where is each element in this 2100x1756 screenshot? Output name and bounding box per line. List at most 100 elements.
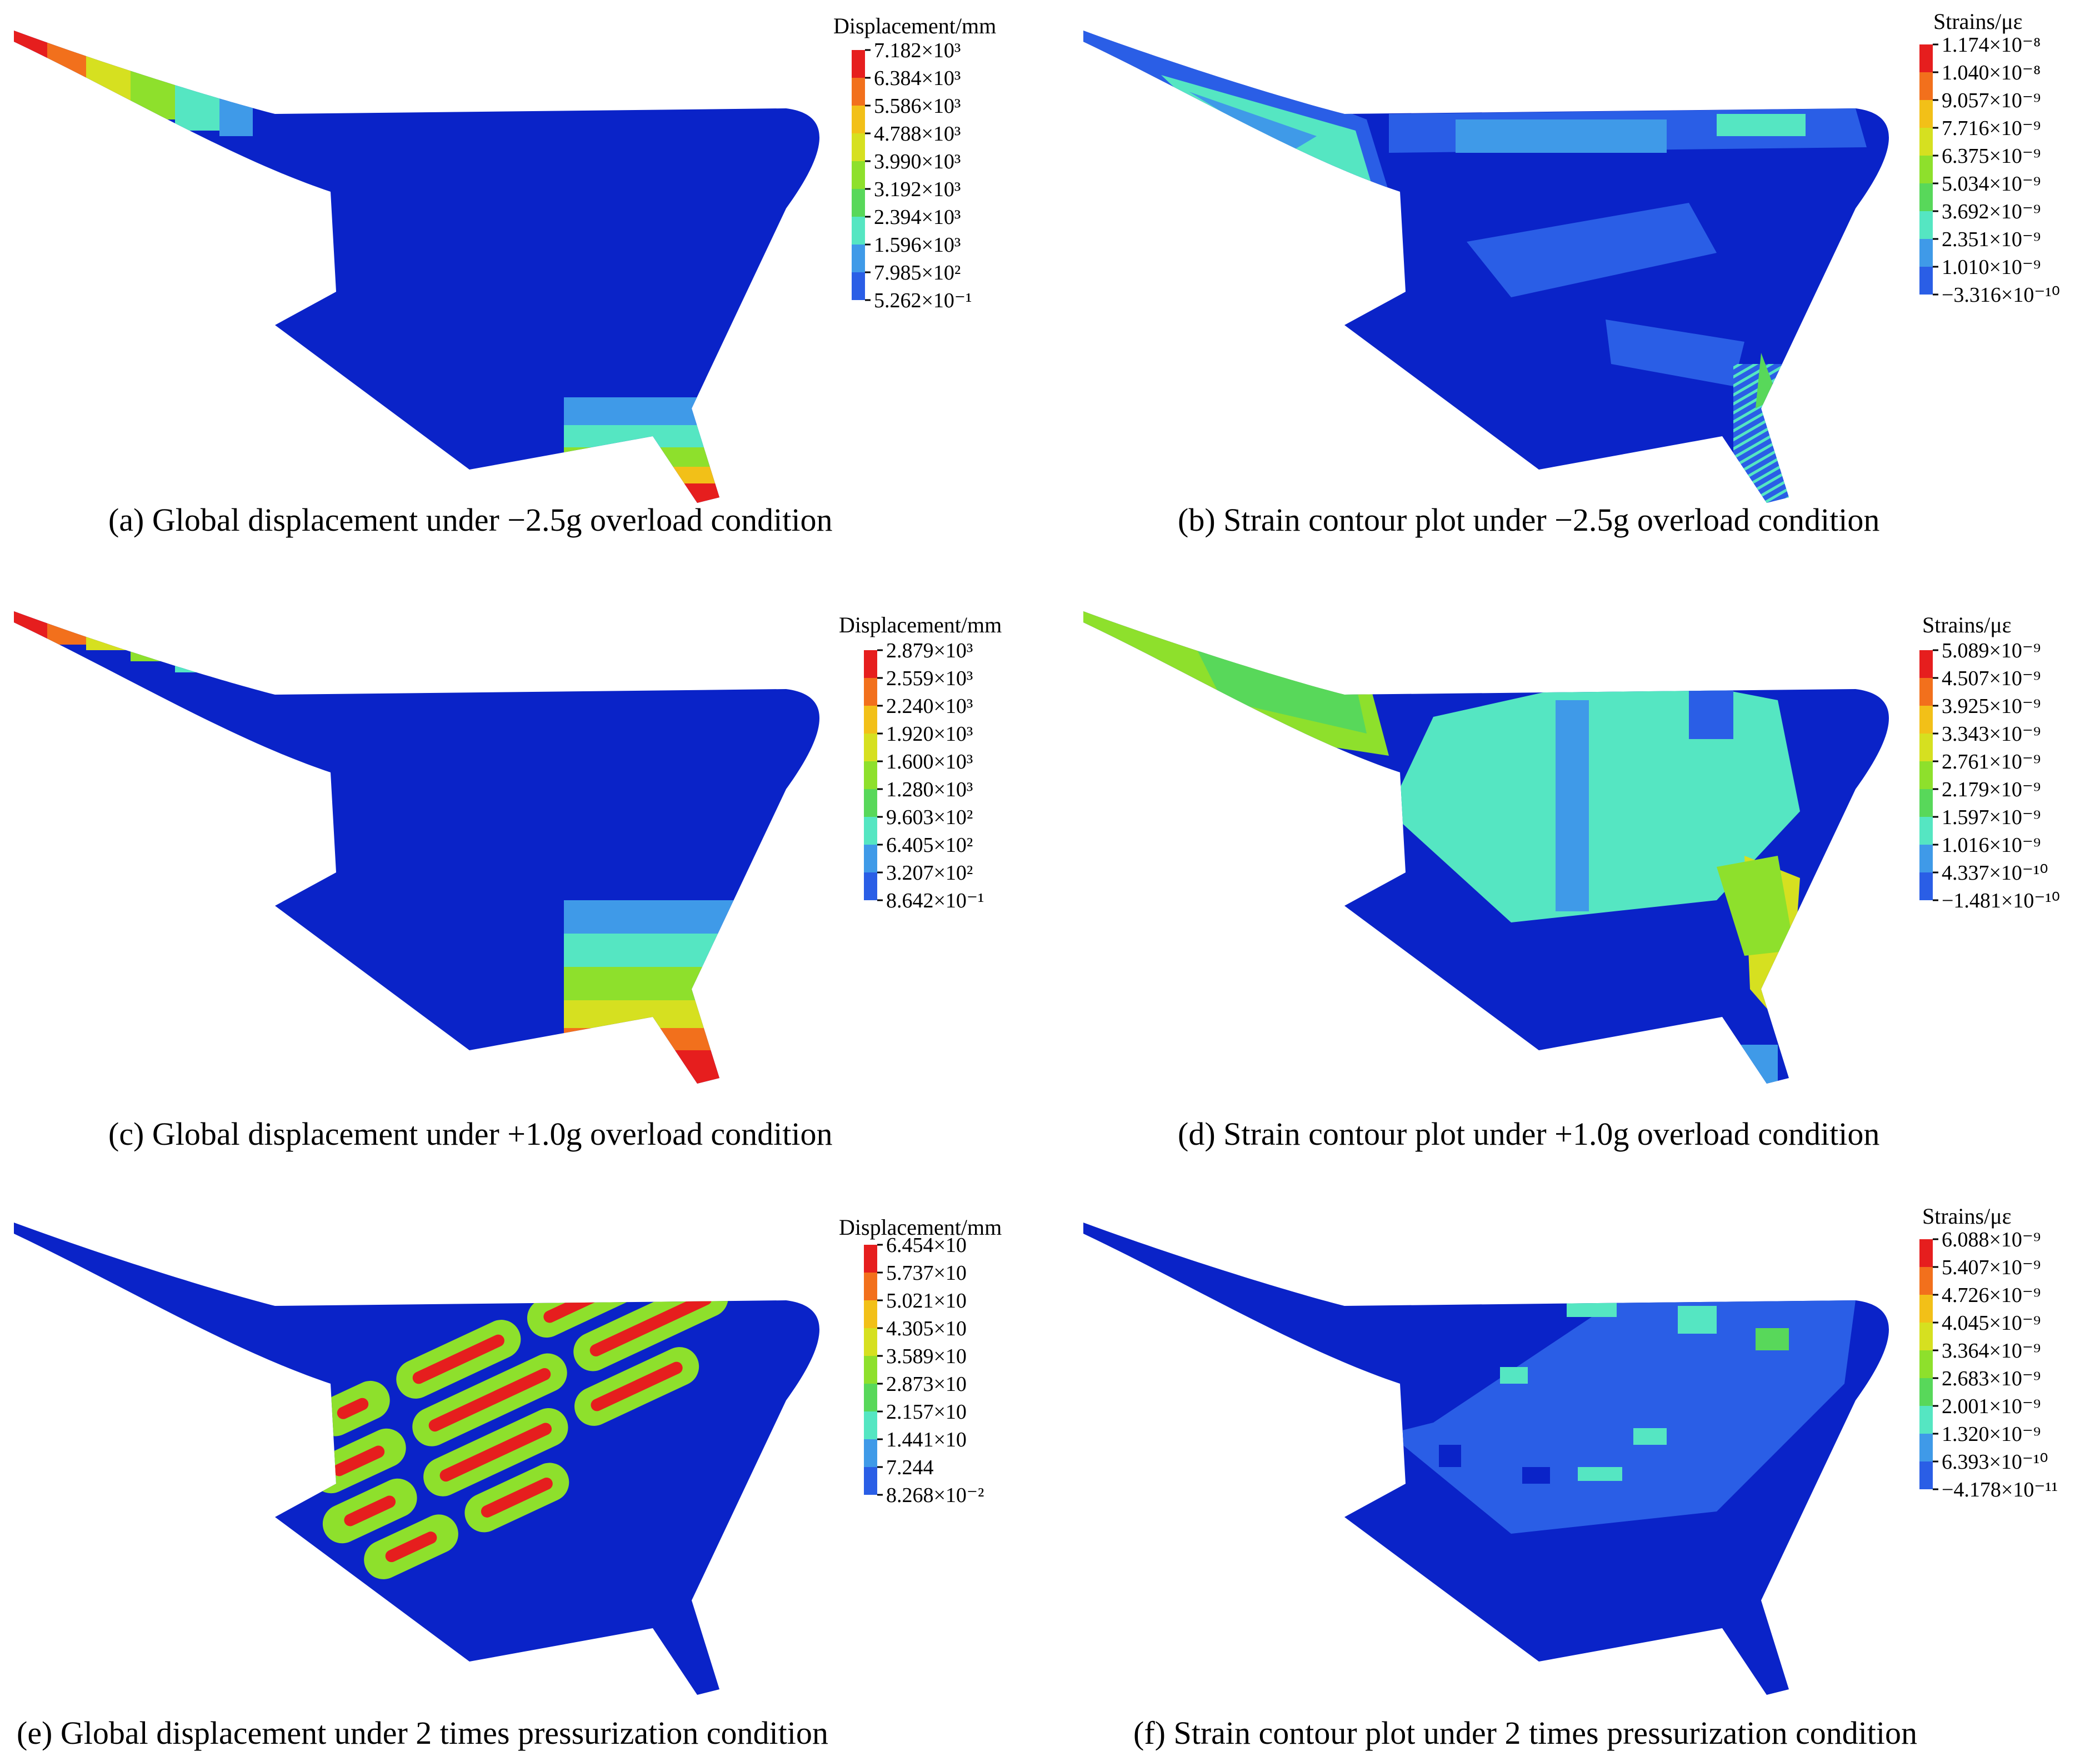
- colorbar-label: 3.589×10: [886, 1345, 967, 1368]
- colorbar-segment: [1919, 1350, 1933, 1378]
- colorbar-label: 4.788×10³: [874, 122, 961, 146]
- colorbar-label: 5.089×10⁻⁹: [1942, 639, 2041, 662]
- colorbar-label: 2.240×10³: [886, 695, 973, 718]
- colorbar-label: 6.384×10³: [874, 67, 961, 90]
- colorbar-label: 3.692×10⁻⁹: [1942, 200, 2041, 223]
- colorbar-segment: [864, 1356, 877, 1384]
- colorbar-label: 1.920×10³: [886, 722, 973, 746]
- colorbar-label: 5.021×10: [886, 1289, 967, 1313]
- colorbar-segment: [1919, 845, 1933, 872]
- colorbar-label: 2.351×10⁻⁹: [1942, 228, 2041, 251]
- colorbar-label: 3.364×10⁻⁹: [1942, 1339, 2041, 1363]
- colorbar-label: 2.394×10³: [874, 206, 961, 229]
- colorbar-segment: [864, 1411, 877, 1439]
- colorbar-label: 1.016×10⁻⁹: [1942, 834, 2041, 857]
- colorbar-label: 6.454×10: [886, 1234, 967, 1257]
- colorbar-segment: [864, 1328, 877, 1356]
- colorbar: 6.088×10⁻⁹ 5.407×10⁻⁹ 4.726×10⁻⁹ 4.045×10⁻⁹…: [1919, 1228, 2058, 1501]
- panel-a: Displacement/mm 7.182×10³ 6.384×10³ 5.586×…: [14, 13, 996, 538]
- colorbar-label: 1.441×10: [886, 1428, 967, 1451]
- panel-b-contour: [1083, 31, 1889, 503]
- colorbar-label: 5.737×10: [886, 1261, 967, 1285]
- colorbar-label: 6.375×10⁻⁹: [1942, 144, 2041, 168]
- colorbar-segment: [1919, 817, 1933, 845]
- colorbar-label: 4.726×10⁻⁹: [1942, 1284, 2041, 1307]
- colorbar-segment: [864, 817, 877, 845]
- panel-b-legend: Strains/με 1.174×10⁻⁸ 1.040×10⁻⁸ 9.057×10⁻…: [1919, 9, 2060, 307]
- colorbar-label: 6.088×10⁻⁹: [1942, 1228, 2041, 1251]
- colorbar-segment: [852, 78, 865, 106]
- colorbar-segment: [1919, 1323, 1933, 1350]
- colorbar: 1.174×10⁻⁸ 1.040×10⁻⁸ 9.057×10⁻⁹ 7.716×10⁻⁹…: [1919, 33, 2060, 307]
- colorbar-label: 7.244: [886, 1456, 934, 1479]
- colorbar-label: 4.507×10⁻⁹: [1942, 667, 2041, 690]
- colorbar-segment: [1919, 211, 1933, 239]
- colorbar-label: 5.586×10³: [874, 94, 961, 118]
- panel-f-contour: [1083, 1223, 1889, 1695]
- panel-f: Strains/με 6.088×10⁻⁹ 5.407×10⁻⁹ 4.726×10⁻…: [1083, 1204, 2058, 1751]
- colorbar-segment: [852, 272, 865, 300]
- colorbar-label: 4.045×10⁻⁹: [1942, 1311, 2041, 1335]
- colorbar-label: 8.268×10⁻²: [886, 1484, 984, 1507]
- colorbar-label: 7.182×10³: [874, 39, 961, 62]
- colorbar-label: −1.481×10⁻¹⁰: [1942, 889, 2060, 912]
- colorbar-segment: [852, 161, 865, 189]
- colorbar-label: 2.873×10: [886, 1373, 967, 1396]
- colorbar-label: 5.407×10⁻⁹: [1942, 1256, 2041, 1279]
- colorbar-segment: [1919, 156, 1933, 183]
- legend-title: Strains/με: [1922, 1204, 2011, 1229]
- caption-e: (e) Global displacement under 2 times pr…: [17, 1715, 828, 1751]
- colorbar-segment: [852, 189, 865, 217]
- colorbar-label: −3.316×10⁻¹⁰: [1942, 283, 2060, 307]
- panel-e: Displacement/mm 6.454×10 5.737×10 5.021×10…: [14, 1215, 1002, 1751]
- colorbar-segment: [852, 245, 865, 272]
- legend-title: Strains/με: [1933, 9, 2022, 34]
- panel-c-legend: Displacement/mm 2.879×10³ 2.559×10³ 2.240×…: [839, 612, 1002, 912]
- colorbar-label: 2.879×10³: [886, 639, 973, 662]
- colorbar-segment: [1919, 239, 1933, 267]
- colorbar-segment: [1919, 706, 1933, 734]
- colorbar-label: 9.057×10⁻⁹: [1942, 89, 2041, 112]
- legend-title: Displacement/mm: [839, 1215, 1002, 1240]
- caption-f: (f) Strain contour plot under 2 times pr…: [1133, 1715, 1917, 1751]
- caption-d: (d) Strain contour plot under +1.0g over…: [1178, 1116, 1879, 1152]
- colorbar-label: 6.405×10²: [886, 834, 973, 857]
- colorbar-label: 7.985×10²: [874, 261, 961, 285]
- colorbar-label: 3.192×10³: [874, 178, 961, 201]
- colorbar-segment: [1919, 1295, 1933, 1323]
- colorbar-label: 3.990×10³: [874, 150, 961, 173]
- colorbar-label: 2.157×10: [886, 1400, 967, 1424]
- colorbar-label: 1.010×10⁻⁹: [1942, 256, 2041, 279]
- legend-title: Strains/με: [1922, 612, 2011, 637]
- colorbar-segment: [864, 1439, 877, 1467]
- caption-a: (a) Global displacement under −2.5g over…: [108, 502, 833, 538]
- colorbar-segment: [1919, 100, 1933, 128]
- colorbar-label: 1.600×10³: [886, 750, 973, 774]
- colorbar-segment: [1919, 1267, 1933, 1295]
- colorbar-segment: [852, 50, 865, 78]
- colorbar-label: 1.040×10⁻⁸: [1942, 61, 2041, 84]
- colorbar-segment: [864, 872, 877, 900]
- colorbar-segment: [1919, 183, 1933, 211]
- caption-c: (c) Global displacement under +1.0g over…: [108, 1116, 833, 1152]
- colorbar-segment: [864, 734, 877, 761]
- colorbar-segment: [1919, 1406, 1933, 1434]
- colorbar-label: 6.393×10⁻¹⁰: [1942, 1450, 2048, 1474]
- colorbar-label: 1.174×10⁻⁸: [1942, 33, 2041, 57]
- colorbar-segment: [864, 1384, 877, 1411]
- colorbar-label: 8.642×10⁻¹: [886, 889, 984, 912]
- colorbar-segment: [864, 1300, 877, 1328]
- colorbar-segment: [864, 1273, 877, 1300]
- colorbar-segment: [864, 1245, 877, 1273]
- colorbar-label: 9.603×10²: [886, 806, 973, 829]
- colorbar-label: 1.320×10⁻⁹: [1942, 1423, 2041, 1446]
- colorbar-segment: [852, 217, 865, 245]
- panel-e-legend: Displacement/mm 6.454×10 5.737×10 5.021×10…: [839, 1215, 1002, 1507]
- colorbar-label: 3.207×10²: [886, 861, 973, 885]
- colorbar: 5.089×10⁻⁹ 4.507×10⁻⁹ 3.925×10⁻⁹ 3.343×10⁻⁹…: [1919, 639, 2060, 912]
- panel-d-legend: Strains/με 5.089×10⁻⁹ 4.507×10⁻⁹ 3.925×10⁻…: [1919, 612, 2060, 912]
- colorbar-segment: [864, 678, 877, 706]
- colorbar-segment: [1919, 1378, 1933, 1406]
